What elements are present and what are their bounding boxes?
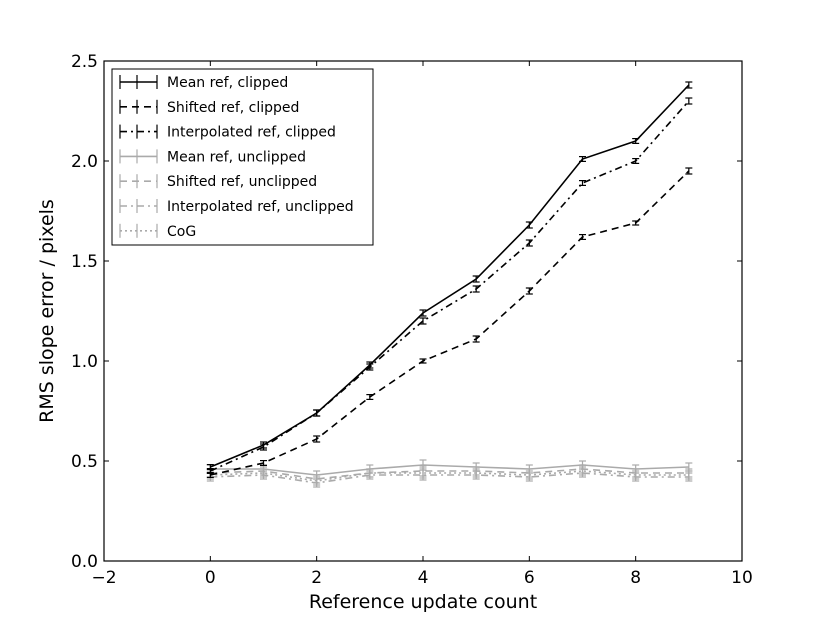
x-tick-label: 0 (205, 568, 216, 588)
legend-entry: Mean ref, clipped (119, 75, 288, 91)
x-axis-ticks: −2 0 2 4 6 8 10 (91, 61, 753, 588)
legend-entry: Shifted ref, clipped (119, 99, 299, 116)
series-line (210, 464, 689, 476)
legend-label: CoG (167, 224, 196, 240)
x-tick-label: 2 (311, 568, 322, 588)
x-tick-label: 10 (731, 568, 753, 588)
y-tick-label: 2.5 (71, 52, 98, 72)
y-tick-label: 0.0 (71, 552, 98, 572)
legend-label: Interpolated ref, unclipped (167, 199, 354, 215)
y-tick-label: 1.5 (71, 252, 98, 272)
legend-label: Shifted ref, unclipped (167, 174, 317, 190)
series-line (210, 470, 689, 482)
legend-label: Mean ref, unclipped (167, 149, 306, 165)
series-line (210, 100, 690, 472)
y-axis-label: RMS slope error / pixels (36, 199, 58, 423)
x-tick-label: 6 (524, 568, 535, 588)
x-axis-label: Reference update count (309, 591, 537, 613)
legend-label: Interpolated ref, clipped (167, 125, 336, 141)
legend-label: Mean ref, clipped (167, 75, 288, 91)
series-0 (206, 81, 693, 470)
legend-entry: CoG (119, 223, 196, 240)
y-tick-label: 0.5 (71, 452, 98, 472)
x-tick-label: 4 (418, 568, 429, 588)
legend-entry: Interpolated ref, clipped (119, 124, 336, 141)
legend-label: Shifted ref, clipped (167, 100, 299, 116)
y-tick-label: 2.0 (71, 152, 98, 172)
x-tick-label: 8 (630, 568, 641, 588)
y-tick-label: 1.0 (71, 352, 98, 372)
y-axis-ticks: 0.0 0.5 1.0 1.5 2.0 2.5 (71, 52, 742, 572)
data-layer (206, 81, 693, 488)
series-line (210, 472, 689, 484)
legend-entry: Shifted ref, unclipped (119, 174, 317, 190)
legend-entry: Interpolated ref, unclipped (119, 199, 354, 215)
series-1 (206, 167, 693, 478)
series-line (210, 84, 690, 468)
x-tick-label: −2 (91, 568, 116, 588)
legend: Mean ref, clipped Shifted ref, clipped Int… (111, 68, 374, 246)
legend-entry: Mean ref, unclipped (119, 149, 306, 165)
series-line (210, 468, 689, 480)
